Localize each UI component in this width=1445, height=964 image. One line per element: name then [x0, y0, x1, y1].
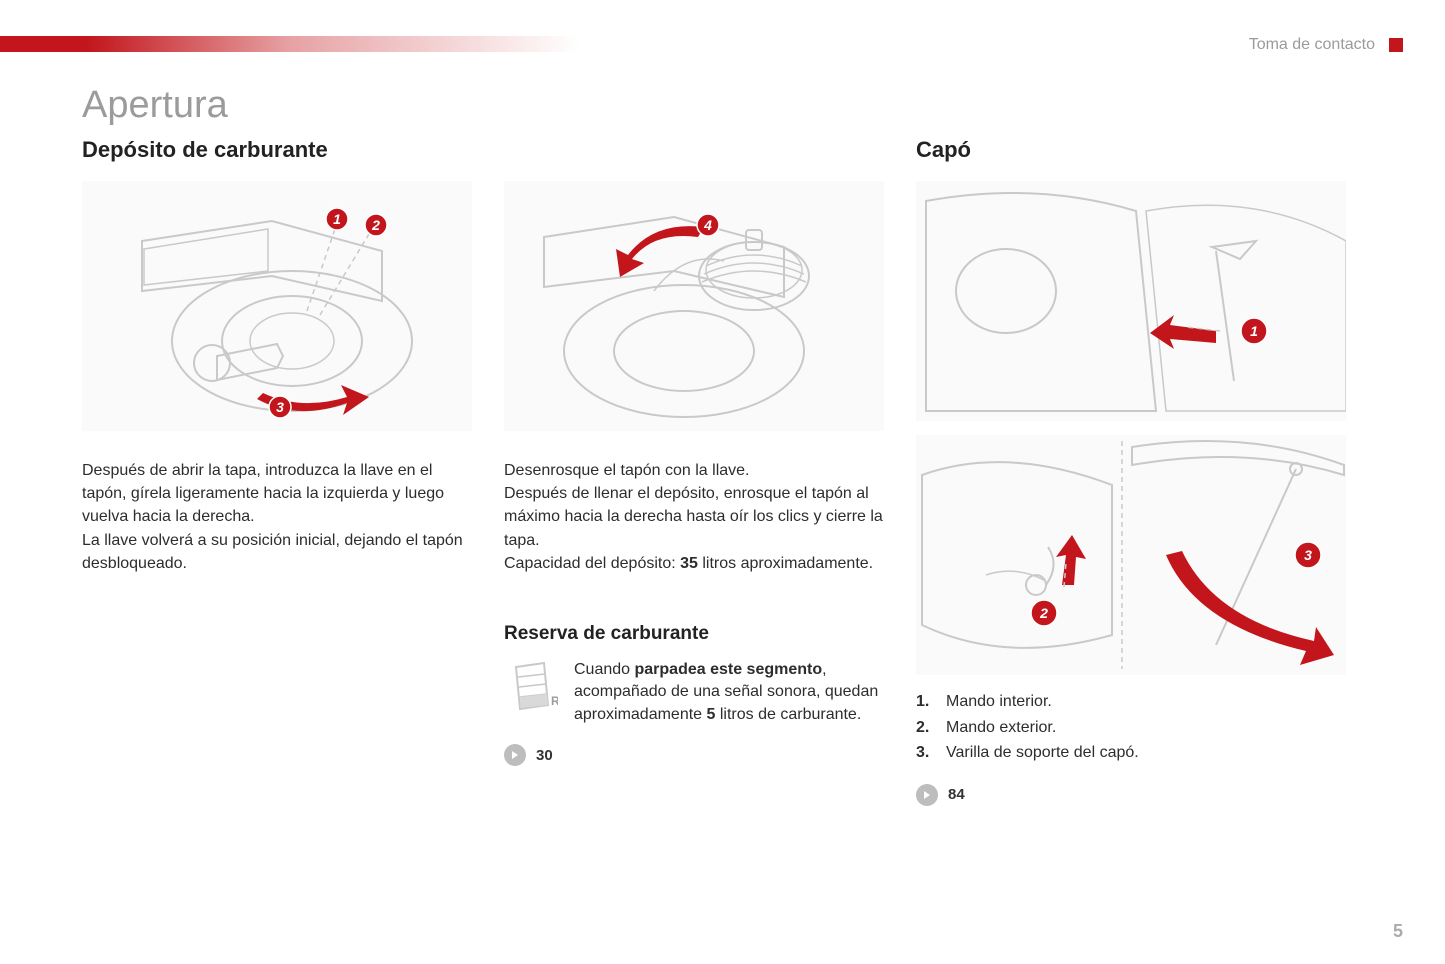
spacer-heading — [504, 137, 884, 163]
reserve-heading: Reserva de carburante — [504, 623, 884, 645]
fuel-gauge-icon: R — [504, 659, 558, 713]
fuel-step2-text: Desenrosque el tapón con la llave. Despu… — [504, 459, 884, 575]
fuel-illustration-2: 4 — [504, 181, 884, 431]
fuel-heading: Depósito de carburante — [82, 137, 472, 163]
hood-callout-2: 2 — [1039, 605, 1048, 621]
page-title: Apertura — [82, 84, 1385, 127]
page-ref-hood-number: 84 — [948, 786, 965, 803]
column-hood: Capó 1 — [916, 137, 1346, 806]
header-section: Toma de contacto — [1249, 36, 1403, 54]
callout-1: 1 — [333, 211, 341, 227]
fuel-illustration-1: 1 2 3 — [82, 181, 472, 431]
hood-callout-1: 1 — [1250, 323, 1258, 339]
hood-heading: Capó — [916, 137, 1346, 163]
reserve-block: R Cuando parpadea este segmento, acompañ… — [504, 659, 884, 726]
fuel-step1-text: Después de abrir la tapa, introduzca la … — [82, 459, 472, 575]
page-content: Apertura Depósito de carburante — [82, 84, 1385, 806]
hood-callout-3: 3 — [1304, 547, 1312, 563]
callout-2: 2 — [371, 217, 380, 233]
page-ref-hood: 84 — [916, 784, 1346, 806]
column-layout: Depósito de carburante — [82, 137, 1385, 806]
hood-step-3: Varilla de soporte del capó. — [916, 740, 1346, 766]
hood-step-1: Mando interior. — [916, 689, 1346, 715]
reserve-text: Cuando parpadea este segmento, acompañad… — [574, 659, 884, 726]
column-fuel-step1: Depósito de carburante — [82, 137, 472, 806]
hood-illustration-1: 1 — [916, 181, 1346, 421]
column-fuel-step2: 4 Desenrosque el tapón con la llave. Des… — [504, 137, 884, 806]
page-ref-fuel-number: 30 — [536, 747, 553, 764]
page-ref-fuel: 30 — [504, 744, 884, 766]
page-ref-icon — [504, 744, 526, 766]
callout-4: 4 — [703, 217, 712, 233]
page-number: 5 — [1393, 921, 1403, 942]
hood-step-2: Mando exterior. — [916, 715, 1346, 741]
hood-steps-list: Mando interior. Mando exterior. Varilla … — [916, 689, 1346, 766]
svg-text:R: R — [551, 694, 558, 708]
hood-illustration-2: 2 3 — [916, 435, 1346, 675]
page-ref-icon — [916, 784, 938, 806]
header-marker-icon — [1389, 38, 1403, 52]
callout-3: 3 — [276, 399, 284, 415]
header-accent-bar — [0, 36, 580, 52]
header-section-label: Toma de contacto — [1249, 36, 1375, 54]
